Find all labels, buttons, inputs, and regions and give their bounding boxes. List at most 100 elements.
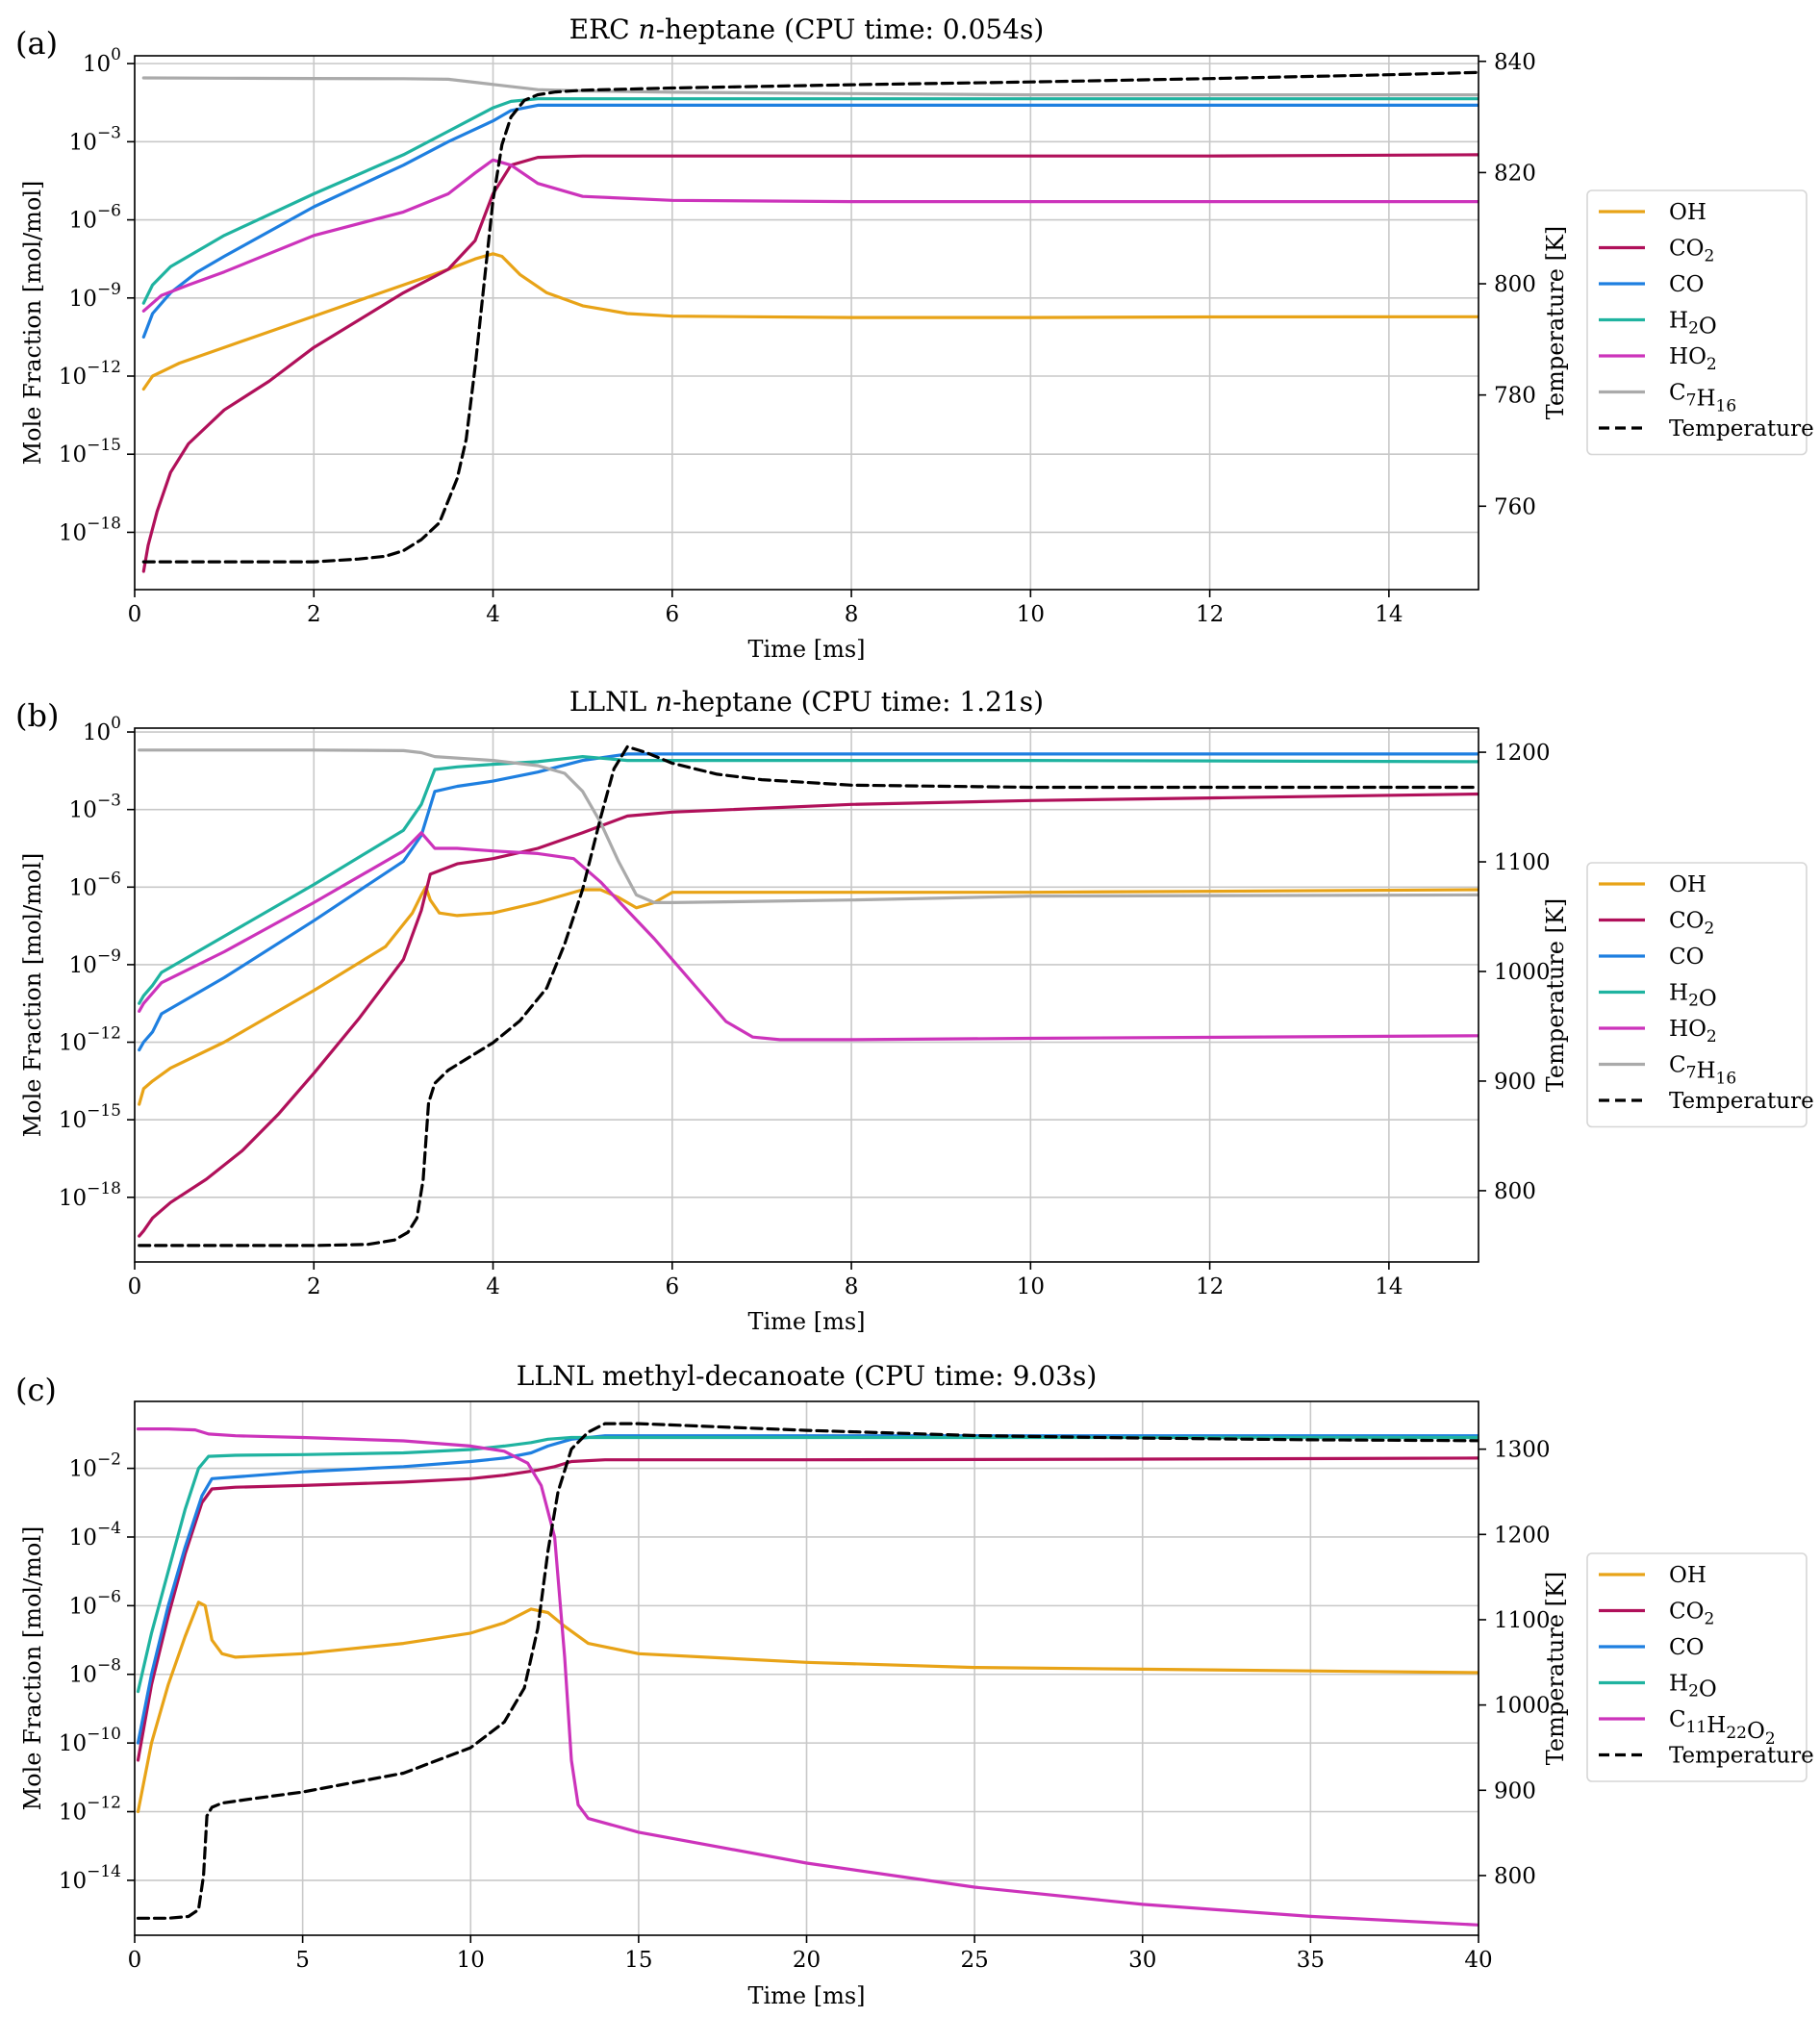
legend-label: C7H16 bbox=[1669, 381, 1736, 416]
panel-label: (b) bbox=[15, 697, 59, 734]
x-tick-label: 35 bbox=[1297, 1948, 1325, 1973]
legend-subscript: 7 bbox=[1686, 1064, 1697, 1083]
x-tick-label: 40 bbox=[1464, 1948, 1492, 1973]
legend-element: H bbox=[1696, 1059, 1715, 1084]
legend-element: C bbox=[1669, 1707, 1686, 1732]
legend-box bbox=[1586, 862, 1807, 1128]
tick-base: 10 bbox=[59, 365, 87, 390]
series-line-c7h16 bbox=[138, 748, 1479, 905]
x-tick-label: 0 bbox=[128, 602, 142, 627]
x-tick-label: 12 bbox=[1196, 602, 1224, 627]
legend-element: H bbox=[1696, 387, 1715, 412]
x-tick-label: 10 bbox=[457, 1948, 485, 1973]
tick-exponent: −3 bbox=[97, 123, 121, 142]
y-tick-label: 10−6 bbox=[69, 202, 121, 234]
series-line-temperature bbox=[138, 744, 1479, 1248]
legend-subscript: 2 bbox=[1704, 1610, 1714, 1629]
y-tick-label: 10−6 bbox=[69, 1587, 121, 1619]
legend-label: C7H16 bbox=[1669, 1053, 1736, 1089]
tick-exponent: −18 bbox=[87, 1179, 121, 1198]
legend-element: C bbox=[1669, 1600, 1686, 1625]
legend-label: CO2 bbox=[1669, 1600, 1714, 1629]
tick-base: 10 bbox=[59, 1869, 87, 1894]
tick-exponent: −15 bbox=[87, 436, 121, 455]
y-tick-label: 10−9 bbox=[69, 946, 121, 978]
x-tick-label: 20 bbox=[793, 1948, 821, 1973]
series-line-temperature bbox=[136, 1422, 1479, 1920]
legend-subscript: 2 bbox=[1765, 1729, 1776, 1749]
series-line-co2 bbox=[136, 1456, 1479, 1762]
x-axis-label: Time [ms] bbox=[747, 1308, 865, 1335]
tick-base: 10 bbox=[69, 875, 97, 900]
series-line-c11h22o2 bbox=[136, 1426, 1479, 1927]
y2-tick-label: 900 bbox=[1494, 1070, 1536, 1095]
y-axis-label: Mole Fraction [mol/mol] bbox=[19, 853, 46, 1138]
y2-tick-label: 1200 bbox=[1494, 741, 1551, 766]
legend-label: CO2 bbox=[1669, 237, 1714, 266]
legend-element: H bbox=[1669, 309, 1688, 334]
tick-base: 10 bbox=[69, 1663, 97, 1688]
y-tick-label: 10−12 bbox=[59, 358, 121, 390]
legend-element: H bbox=[1706, 1713, 1726, 1738]
axes-frame bbox=[134, 727, 1479, 1263]
series-line-h2o bbox=[141, 97, 1479, 305]
chart-title: ERC n-heptane (CPU time: 0.054s) bbox=[569, 13, 1045, 45]
tick-exponent: −3 bbox=[97, 792, 121, 811]
series-line-co bbox=[136, 1434, 1479, 1745]
legend-element: C bbox=[1669, 1053, 1686, 1078]
chart-title: LLNL n-heptane (CPU time: 1.21s) bbox=[569, 686, 1044, 718]
plot-area bbox=[136, 1422, 1479, 1927]
tick-exponent: −4 bbox=[97, 1519, 121, 1538]
legend-subscript: 2 bbox=[1688, 319, 1699, 339]
legend-element: O bbox=[1688, 1017, 1706, 1042]
tick-base: 10 bbox=[69, 1525, 97, 1551]
legend-element: C bbox=[1669, 381, 1686, 406]
series-line-ho2 bbox=[141, 158, 1479, 313]
tick-exponent: −6 bbox=[97, 202, 121, 221]
title-part: ERC bbox=[569, 13, 639, 45]
x-tick-label: 12 bbox=[1196, 1274, 1224, 1299]
legend-element: O bbox=[1686, 909, 1705, 934]
y-tick-label: 10−4 bbox=[69, 1519, 121, 1551]
y2-tick-label: 1100 bbox=[1494, 1608, 1551, 1633]
tick-exponent: −12 bbox=[87, 1794, 121, 1813]
x-tick-label: 25 bbox=[960, 1948, 988, 1973]
legend-label: CO bbox=[1669, 945, 1704, 970]
series-line-co bbox=[141, 103, 1479, 339]
x-axis-label: Time [ms] bbox=[747, 1982, 865, 2009]
x-axis-label: Time [ms] bbox=[747, 636, 865, 663]
x-tick-label: 14 bbox=[1375, 1274, 1403, 1299]
tick-base: 10 bbox=[69, 287, 97, 312]
legend-label: CO2 bbox=[1669, 909, 1714, 939]
legend-element: O bbox=[1686, 237, 1705, 262]
panel-label: (a) bbox=[15, 25, 58, 62]
x-tick-label: 4 bbox=[486, 602, 500, 627]
x-tick-label: 15 bbox=[624, 1948, 652, 1973]
legend-subscript: 2 bbox=[1706, 355, 1717, 374]
tick-base: 10 bbox=[69, 1457, 97, 1482]
y-tick-label: 10−12 bbox=[59, 1794, 121, 1826]
legend-box bbox=[1586, 189, 1807, 456]
x-tick-label: 6 bbox=[665, 1274, 679, 1299]
tick-exponent: −18 bbox=[87, 514, 121, 533]
legend-subscript: 7 bbox=[1686, 391, 1697, 411]
x-tick-label: 8 bbox=[845, 1274, 859, 1299]
chart-title: LLNL methyl-decanoate (CPU time: 9.03s) bbox=[517, 1360, 1098, 1392]
tick-base: 10 bbox=[69, 130, 97, 155]
plot-area bbox=[141, 70, 1479, 573]
tick-base: 10 bbox=[59, 1801, 87, 1826]
legend-label: HO2 bbox=[1669, 1017, 1717, 1046]
series-line-h2o bbox=[136, 1435, 1479, 1694]
y-tick-label: 10−18 bbox=[59, 514, 121, 545]
tick-base: 10 bbox=[69, 209, 97, 234]
series-line-ho2 bbox=[138, 831, 1479, 1042]
series-line-co bbox=[138, 752, 1479, 1052]
legend-element: O bbox=[1699, 1677, 1717, 1702]
tick-exponent: −9 bbox=[97, 946, 121, 966]
y-tick-label: 10−15 bbox=[59, 1101, 121, 1133]
tick-base: 10 bbox=[69, 798, 97, 823]
x-tick-label: 10 bbox=[1017, 1274, 1045, 1299]
tick-exponent: −12 bbox=[87, 358, 121, 377]
panel-c: 0 5 10 15 20 25 30 35 4010−210−410−610−810−1010−… bbox=[15, 1360, 1814, 2009]
